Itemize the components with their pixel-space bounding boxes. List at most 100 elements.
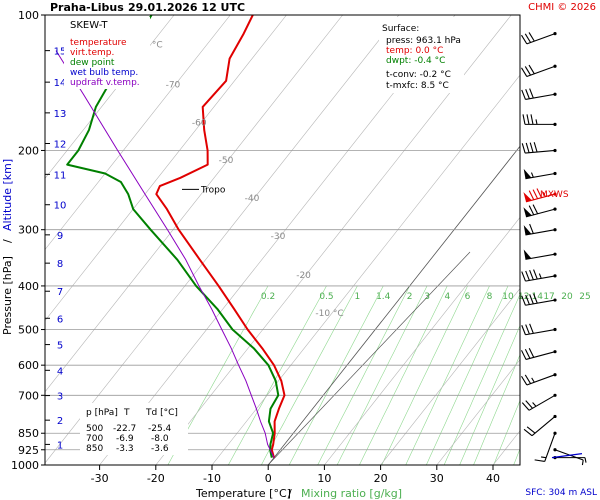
plot-area xyxy=(45,15,520,465)
isotherm-label: -20 xyxy=(296,271,311,281)
table-header-t: T xyxy=(123,408,130,418)
mixing-ratio-label: 14 xyxy=(532,292,544,302)
temperature-tick-label: -10 xyxy=(203,472,221,485)
temperature-tick-label: -20 xyxy=(147,472,165,485)
isotherm-label: -30 xyxy=(271,232,286,242)
altitude-tick-label: 6 xyxy=(57,314,63,325)
mixing-ratio-label: 8 xyxy=(487,292,493,302)
surface-dewpoint: dwpt: -0.4 °C xyxy=(386,56,445,66)
pressure-tick-label: 925 xyxy=(18,444,39,457)
altitude-tick-label: 5 xyxy=(57,341,63,352)
series-updraft-v-temp- xyxy=(55,50,275,458)
altitude-tick-label: 1 xyxy=(57,440,63,451)
wind-barb xyxy=(523,204,557,218)
legend-temperature: temperature xyxy=(70,38,127,48)
table-cell: -8.0 xyxy=(151,434,169,444)
wind-barb xyxy=(522,114,557,126)
copyright-link[interactable]: CHMI © 2026 xyxy=(528,2,596,13)
pressure-tick-label: 700 xyxy=(18,389,39,402)
pressure-tick-label: 1000 xyxy=(11,459,39,472)
mixing-ratio-label: 25 xyxy=(579,292,590,302)
table-cell: 850 xyxy=(86,444,103,454)
altitude-tick-label: 15 xyxy=(54,47,67,58)
wind-barb xyxy=(521,347,557,360)
altitude-tick-label: 14 xyxy=(54,78,67,89)
temperature-tick-label: 0 xyxy=(265,472,272,485)
legend-updraft: updraft v.temp. xyxy=(70,78,140,88)
profile-series xyxy=(55,15,286,458)
surface-wind-indicator xyxy=(551,453,583,459)
table-cell: -22.7 xyxy=(113,424,136,434)
table-cell: -3.3 xyxy=(116,444,134,454)
altitude-tick-label: 7 xyxy=(57,287,63,298)
isotherm--60 xyxy=(45,15,287,322)
wind-barb xyxy=(523,414,557,437)
series-temperature xyxy=(155,15,286,458)
table-cell: 500 xyxy=(86,424,103,434)
surface-box xyxy=(379,17,464,93)
altitude-tick-label: 8 xyxy=(57,259,63,270)
y-axis-titles: Pressure [hPa] / Altitude [km] xyxy=(1,159,14,335)
wind-barb xyxy=(521,373,557,386)
table-row: 700 -6.9 -8.0 xyxy=(86,434,169,444)
pressure-axis: 100 200 300 400 500 600 700 850 925 1000 xyxy=(11,9,45,472)
table-box xyxy=(80,403,188,455)
isotherm-label: -50 xyxy=(219,156,234,166)
station-name: Praha-Libus xyxy=(50,1,124,14)
sounding-datetime: 29.01.2026 12 UTC xyxy=(128,1,245,14)
mixing-ratio-labels: 0.2 0.5 1 1.4 2 3 4 6 8 10 12 14 17 20 25 xyxy=(261,292,591,302)
wind-barb xyxy=(521,293,557,306)
temperature-tick-label: 40 xyxy=(486,472,500,485)
pressure-tick-label: 400 xyxy=(18,280,39,293)
wind-barb xyxy=(521,88,557,100)
table-header-td: Td [°C] xyxy=(145,408,178,418)
wind-barb xyxy=(523,168,557,180)
altitude-tick-label: 12 xyxy=(54,140,67,151)
isotherm--70 xyxy=(45,15,231,251)
table-header-p: p [hPa] xyxy=(86,408,118,418)
wind-barb xyxy=(523,223,557,236)
wind-barb xyxy=(534,431,557,462)
mixing-ratio-label: 2 xyxy=(407,292,413,302)
isotherm-label: -60 xyxy=(192,118,207,128)
max-wind-label: MXWS xyxy=(540,190,569,200)
table-row: 850 -3.3 -3.6 xyxy=(86,444,169,454)
y-axis-title-altitude: Altitude [km] xyxy=(1,159,14,231)
mixing-ratio-line xyxy=(493,399,520,465)
table-cell: -6.9 xyxy=(116,434,134,444)
temperature-tick-label: -30 xyxy=(91,472,109,485)
y-axis-title: Pressure [hPa] xyxy=(1,256,14,335)
table-row: 500 -22.7 -25.4 xyxy=(86,424,172,434)
isotherm--10 xyxy=(211,74,520,465)
x-axis-title: Temperature [°C] xyxy=(195,487,291,500)
pressure-tick-label: 300 xyxy=(18,224,39,237)
wind-barb xyxy=(523,188,557,203)
pressure-tick-label: 500 xyxy=(18,324,39,337)
surface-elevation: SFC: 304 m ASL xyxy=(525,488,597,498)
isotherm-label: -40 xyxy=(245,194,260,204)
mixing-ratio-label: 17 xyxy=(543,292,554,302)
surface-title: Surface: xyxy=(382,24,419,34)
surface-t-mxfc: t-mxfc: 8.5 °C xyxy=(386,81,449,91)
mixing-ratio-label: 1 xyxy=(355,292,361,302)
mixing-ratio-label: 12 xyxy=(518,292,529,302)
surface-t-conv: t-conv: -0.2 °C xyxy=(386,70,451,80)
plot-frame xyxy=(44,14,521,466)
temperature-tick-label: 30 xyxy=(430,472,444,485)
wind-barb xyxy=(523,249,557,260)
surface-temperature: temp: 0.0 °C xyxy=(386,46,443,56)
mixing-ratio-label: 20 xyxy=(561,292,573,302)
temperature-axis: -30 -20 -10 0 10 20 30 40 xyxy=(91,465,500,485)
mixing-ratio-label: 3 xyxy=(424,292,430,302)
isotherm-label: -70 xyxy=(166,81,181,91)
reference-adiabat xyxy=(267,251,471,465)
pressure-tick-label: 200 xyxy=(18,144,39,157)
isotherm-0 xyxy=(267,145,520,465)
wind-barb xyxy=(521,323,557,336)
altitude-tick-label: 10 xyxy=(54,201,67,212)
table-cell: -3.6 xyxy=(151,444,169,454)
mixing-ratio-label: 1.4 xyxy=(376,292,391,302)
surface-pressure: press: 963.1 hPa xyxy=(386,36,461,46)
